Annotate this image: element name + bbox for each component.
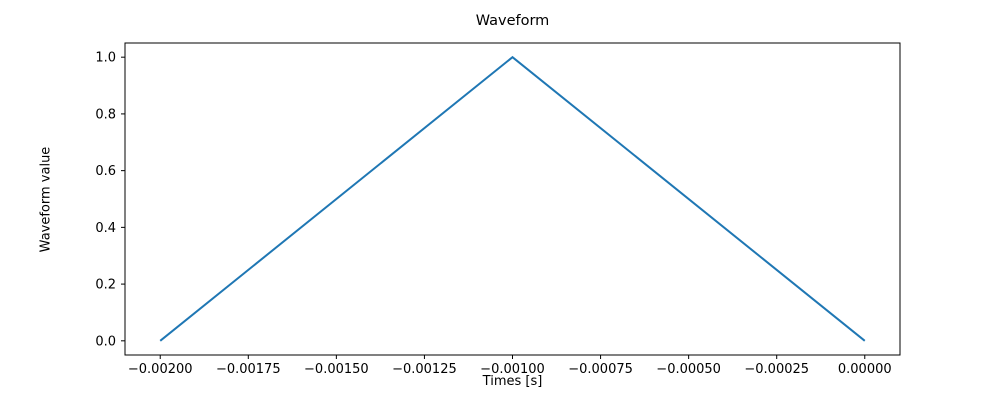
y-tick-label: 0.6 [95, 164, 116, 179]
x-axis-label: Times [s] [482, 374, 543, 389]
x-tick-label: −0.00100 [480, 362, 545, 377]
x-tick-label: 0.00000 [838, 362, 892, 377]
axes-spines [124, 42, 901, 356]
y-axis-label: Waveform value [38, 146, 54, 253]
x-tick-label: −0.00025 [744, 362, 809, 377]
y-tick-label: 0.0 [95, 334, 116, 349]
x-tick-label: −0.00200 [128, 362, 193, 377]
x-tick-label: −0.00175 [216, 362, 281, 377]
y-tick-label: 0.4 [95, 221, 116, 236]
x-tick-label: −0.00050 [656, 362, 721, 377]
x-tick-label: −0.00125 [392, 362, 457, 377]
x-tick-label: −0.00150 [304, 362, 369, 377]
x-tick-label: −0.00075 [568, 362, 633, 377]
y-tick-label: 1.0 [95, 51, 116, 66]
waveform-line [159, 55, 866, 342]
chart-title: Waveform [475, 13, 550, 29]
y-tick-label: 0.2 [95, 278, 116, 293]
y-tick-label: 0.8 [95, 107, 116, 122]
